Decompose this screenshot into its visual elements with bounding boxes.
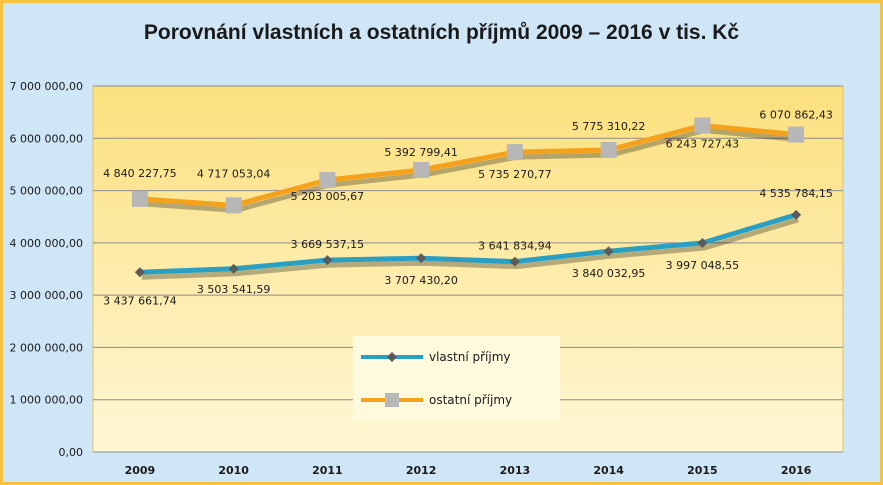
data-point [416,253,427,264]
data-label: 6 070 862,43 [759,109,832,122]
data-point [788,126,805,143]
data-label: 4 840 227,75 [103,167,176,180]
data-point [131,190,148,207]
x-tick-label: 2011 [312,464,343,477]
legend-marker [385,393,399,407]
x-tick-label: 2010 [218,464,249,477]
data-point [791,209,802,220]
data-label: 4 535 784,15 [759,187,832,200]
data-point [603,246,614,257]
data-label: 4 717 053,04 [197,167,270,180]
data-label: 5 203 005,67 [291,190,364,203]
x-tick-label: 2013 [500,464,531,477]
legend-box [353,336,560,421]
series-line [139,123,797,208]
data-label: 3 997 048,55 [666,259,739,272]
y-tick-label: 5 000 000,00 [10,185,83,198]
data-label: 6 243 727,43 [666,138,739,151]
data-point [697,238,708,249]
data-point [413,162,430,179]
y-tick-label: 2 000 000,00 [10,341,83,354]
line-chart: 0,00 1 000 000,00 2 000 000,00 3 000 000,00… [10,80,844,477]
data-point [694,117,711,134]
data-point [319,171,336,188]
series-line [139,212,797,275]
chart-title: Porovnání vlastních a ostatních příjmů 2… [143,21,740,44]
data-label: 3 669 537,15 [291,238,364,251]
data-point [228,263,239,274]
y-tick-label: 6 000 000,00 [10,132,83,145]
y-tick-label: 1 000 000,00 [10,394,83,407]
y-tick-label: 4 000 000,00 [10,237,83,250]
legend-label: vlastní příjmy [429,350,511,364]
data-point [134,267,145,278]
x-tick-label: 2015 [687,464,718,477]
data-point [225,197,242,214]
data-point [600,142,617,159]
x-tick-label: 2016 [781,464,812,477]
data-label: 5 392 799,41 [384,146,457,159]
data-label: 3 437 661,74 [103,294,176,307]
data-point [506,144,523,161]
series-shadow [141,128,799,213]
data-label: 5 775 310,22 [572,120,645,133]
y-tick-label: 3 000 000,00 [10,289,83,302]
data-label: 3 707 430,20 [384,274,457,287]
x-tick-label: 2012 [406,464,437,477]
data-label: 3 840 032,95 [572,267,645,280]
data-label: 3 641 834,94 [478,240,551,253]
data-label: 5 735 270,77 [478,168,551,181]
legend-marker [387,352,397,362]
y-tick-label: 0,00 [59,446,84,459]
legend-label: ostatní příjmy [429,393,512,407]
series-shadow [141,217,799,280]
x-tick-label: 2014 [593,464,624,477]
y-tick-label: 7 000 000,00 [10,80,83,93]
x-tick-label: 2009 [125,464,156,477]
data-point [509,256,520,267]
data-label: 3 503 541,59 [197,283,270,296]
